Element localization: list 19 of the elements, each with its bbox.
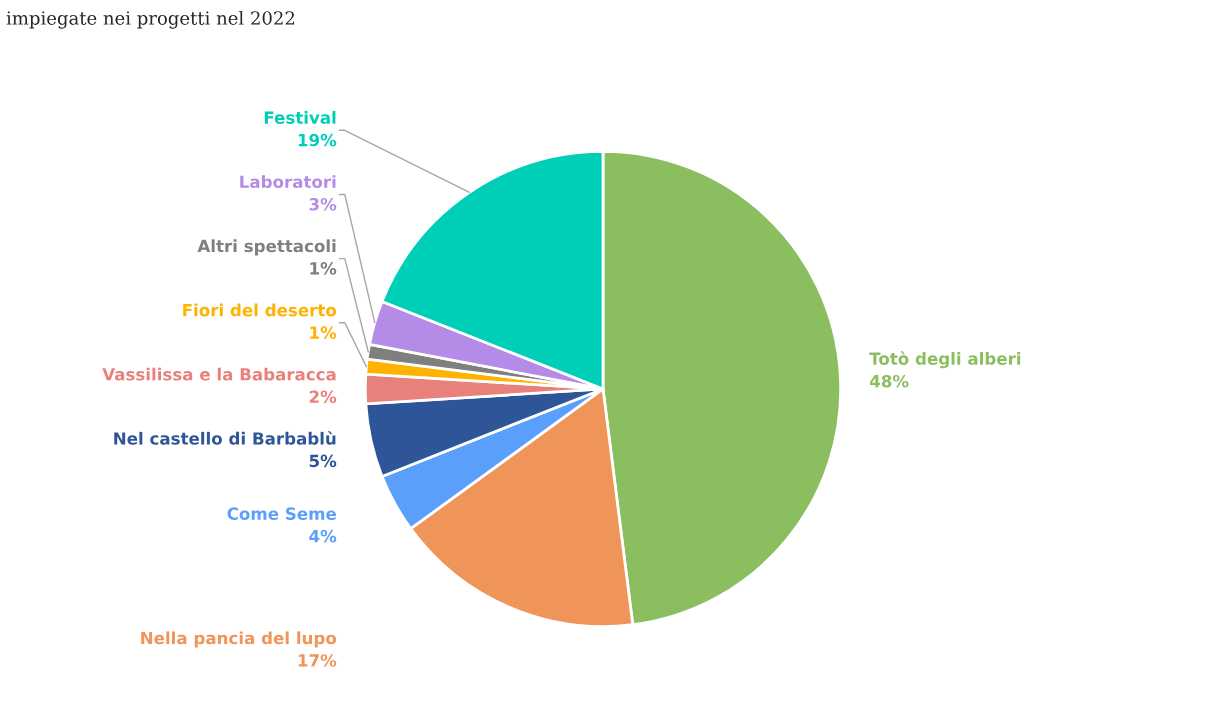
slice-label: Come Seme: [227, 507, 336, 520]
slice-label: Laboratori: [240, 175, 336, 189]
data-label: 3%: [309, 197, 337, 211]
chart-title: impiegate nei progetti nel 2022: [6, 10, 295, 29]
slice-label: Festival: [264, 111, 336, 124]
data-label: 19%: [298, 133, 337, 147]
data-label: 4%: [309, 529, 337, 543]
data-label: 2%: [309, 390, 337, 404]
data-label: 17%: [298, 654, 337, 667]
slice-label: Nella pancia del lupo: [141, 631, 337, 648]
slice-label: Totò degli alberi: [869, 351, 1021, 369]
data-label: 5%: [309, 454, 337, 468]
data-label: 48%: [869, 374, 909, 388]
slice-label: Nel castello di Barbablù: [114, 431, 336, 445]
slice-label: Fiori del deserto: [183, 303, 337, 317]
slice-label: Altri spettacoli: [197, 239, 336, 256]
data-label: 1%: [310, 262, 337, 275]
data-label: 1%: [310, 326, 337, 339]
slice-label: Vassilissa e la Babaracca: [102, 367, 336, 381]
